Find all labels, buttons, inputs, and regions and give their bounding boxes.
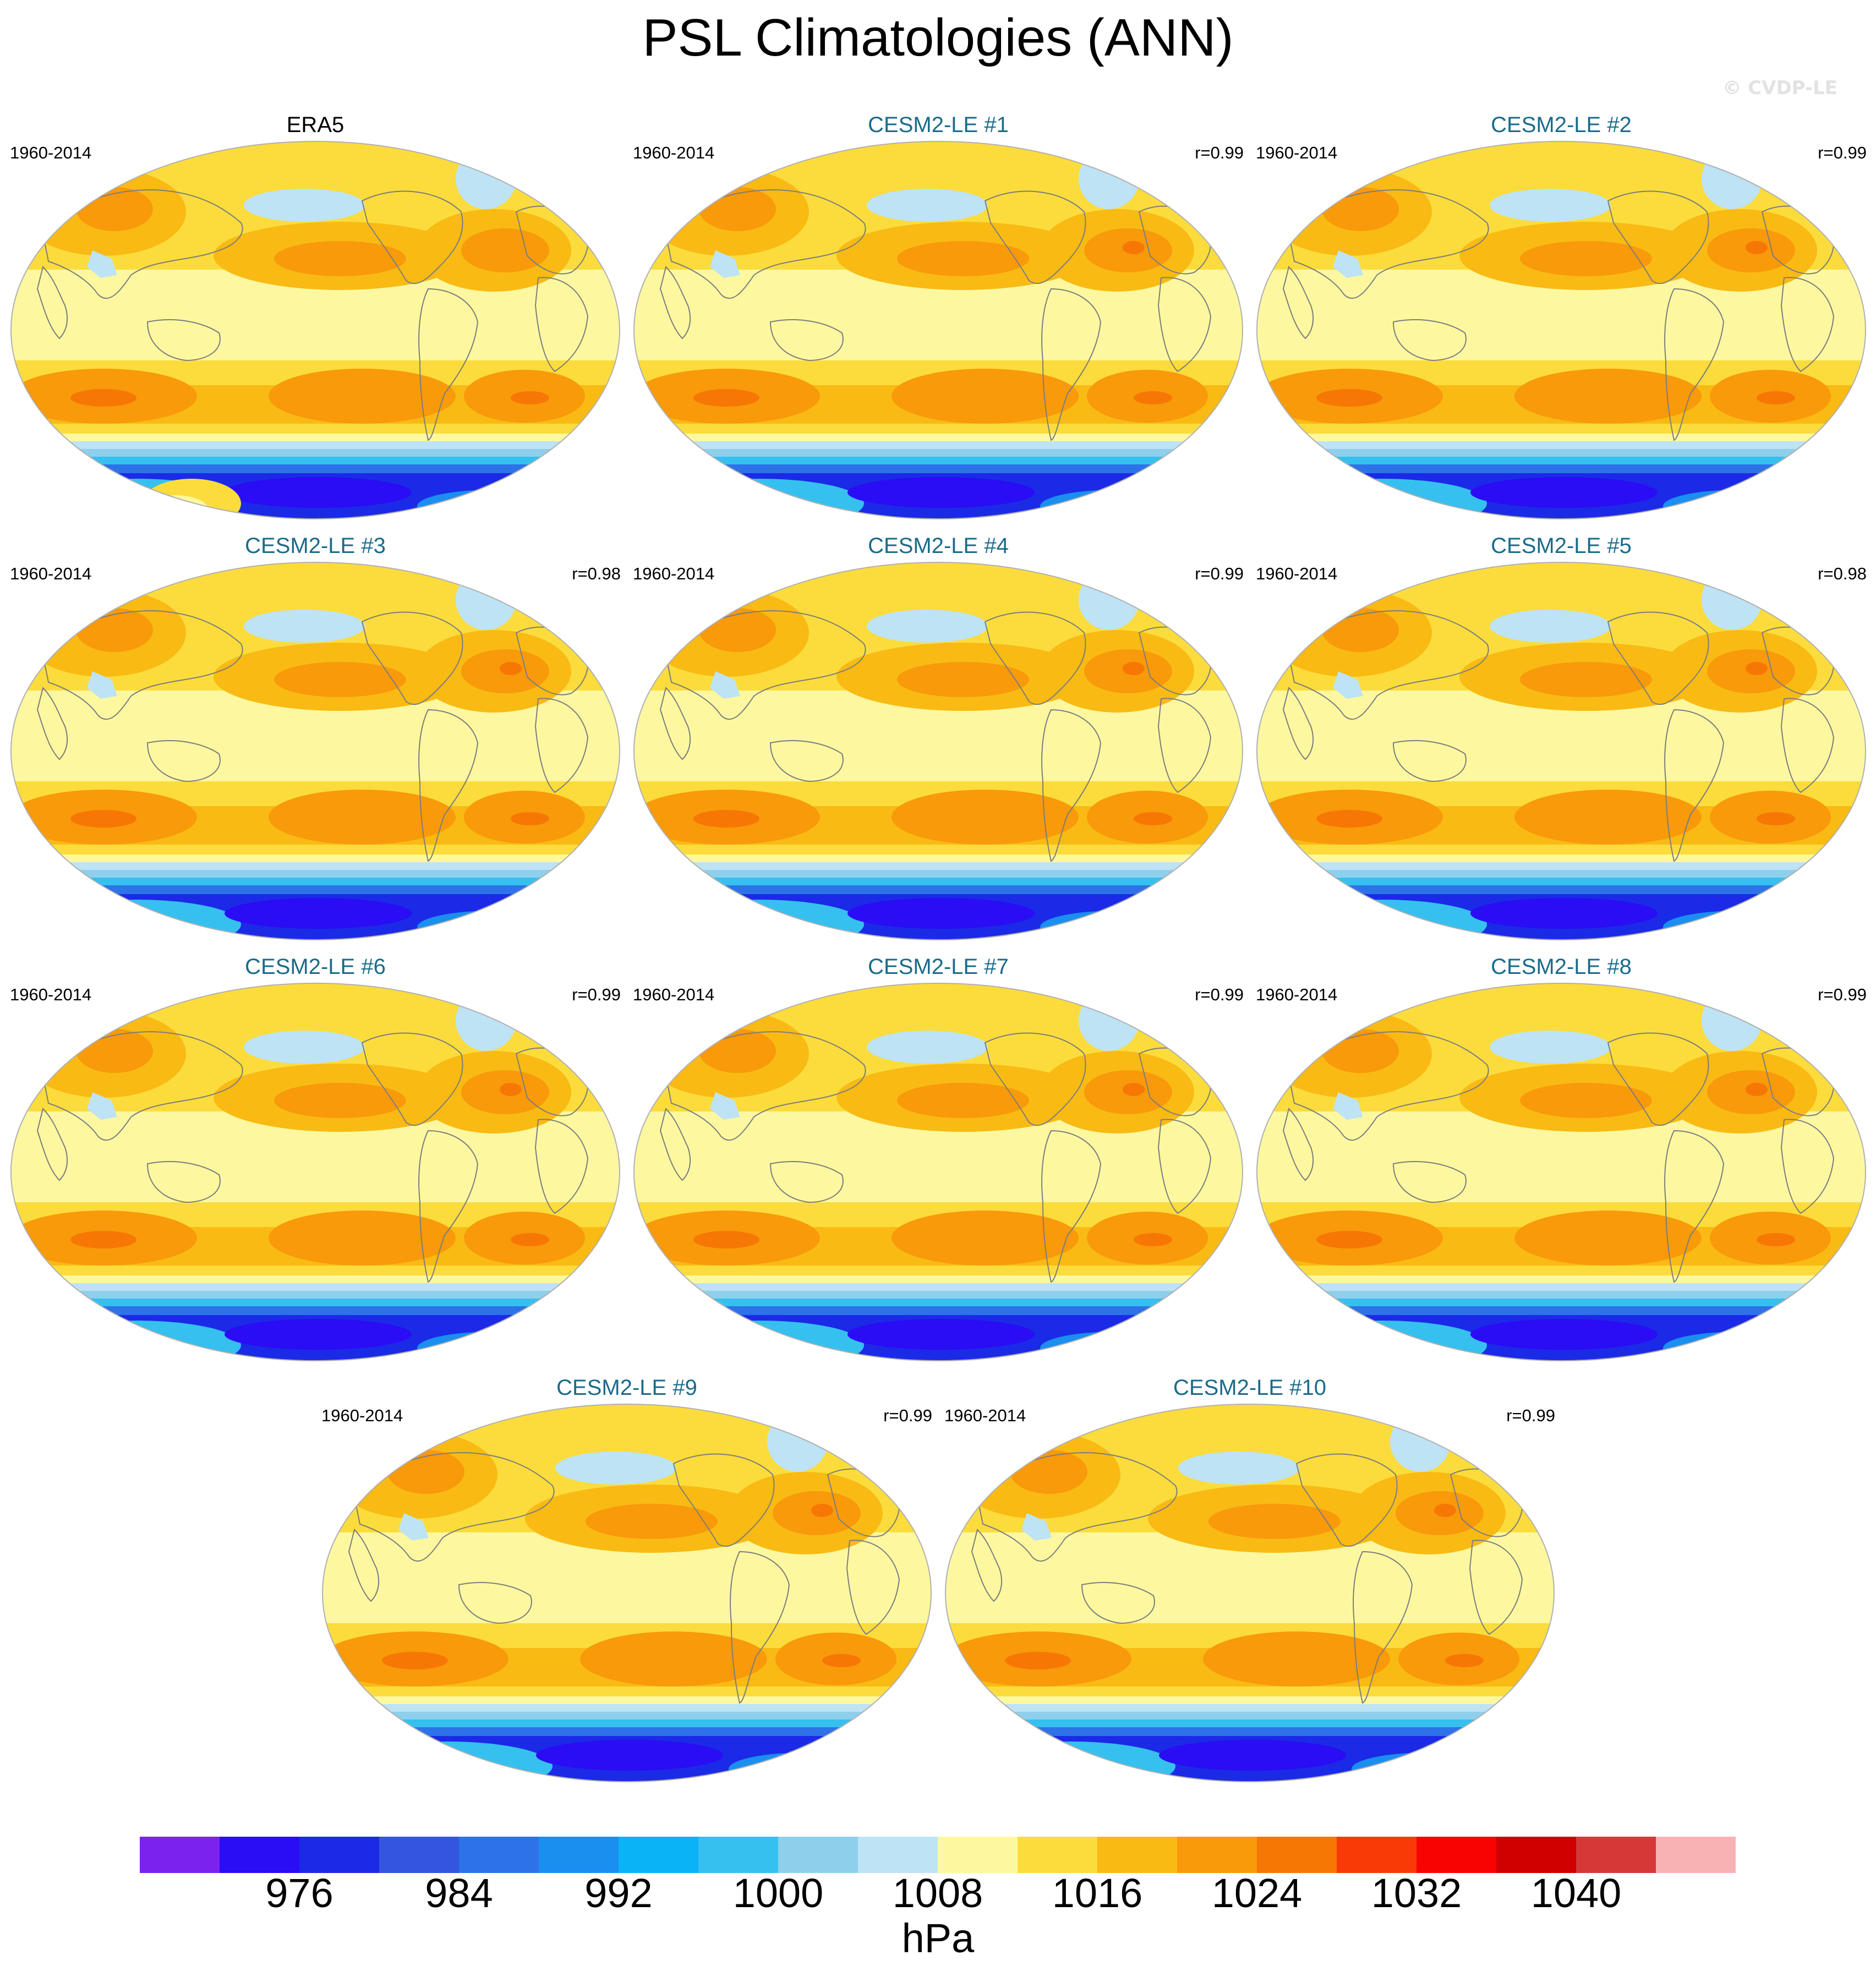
- panel-period: 1960-2014: [10, 143, 92, 162]
- panel-title: ERA5: [286, 113, 344, 137]
- colorbar-box: [1337, 1837, 1417, 1873]
- panel-correlation: r=0.99: [572, 985, 621, 1004]
- colorbar-box: [459, 1837, 539, 1873]
- colorbar-box: [938, 1837, 1018, 1873]
- colorbar-box: [698, 1837, 779, 1873]
- map-panel: CESM2-LE #3 1960-2014 r=0.98: [10, 534, 621, 940]
- panel-title: CESM2-LE #9: [556, 1376, 697, 1400]
- psl-map: [10, 983, 620, 1361]
- panel-title: CESM2-LE #1: [868, 113, 1009, 137]
- map-panel: CESM2-LE #10 1960-2014 r=0.99: [944, 1376, 1555, 1782]
- colorbar-box: [1496, 1837, 1577, 1873]
- psl-map: [633, 562, 1243, 940]
- panel-correlation: r=0.99: [1195, 985, 1244, 1004]
- panel-correlation: r=0.99: [1818, 143, 1867, 162]
- panel-correlation: r=0.99: [883, 1406, 932, 1425]
- panel-period: 1960-2014: [10, 564, 92, 583]
- map-panel: CESM2-LE #7 1960-2014 r=0.99: [633, 955, 1244, 1361]
- colorbar-tick-label: 1016: [1052, 1870, 1143, 1916]
- colorbar-units: hPa: [901, 1915, 975, 1961]
- panel-period: 1960-2014: [633, 985, 715, 1004]
- panel-title: CESM2-LE #5: [1491, 534, 1632, 558]
- panel-correlation: r=0.99: [1506, 1406, 1555, 1425]
- panel-title: CESM2-LE #10: [1173, 1376, 1326, 1400]
- map-panel: CESM2-LE #8 1960-2014 r=0.99: [1256, 955, 1867, 1361]
- map-panel: CESM2-LE #5 1960-2014 r=0.98: [1256, 534, 1867, 940]
- colorbar-tick-label: 1040: [1530, 1870, 1622, 1916]
- colorbar-tick-label: 984: [425, 1870, 493, 1916]
- psl-map: [1256, 983, 1866, 1361]
- panel-correlation: r=0.98: [1818, 564, 1867, 583]
- psl-map: [945, 1404, 1555, 1782]
- colorbar-box: [1097, 1837, 1178, 1873]
- map-panel: CESM2-LE #2 1960-2014 r=0.99: [1256, 113, 1867, 519]
- map-panel: CESM2-LE #4 1960-2014 r=0.99: [633, 534, 1244, 940]
- colorbar-box: [140, 1837, 220, 1873]
- colorbar-box: [619, 1837, 699, 1873]
- colorbar-box: [1257, 1837, 1337, 1873]
- colorbar-tick-label: 1032: [1371, 1870, 1462, 1916]
- map-panel: CESM2-LE #6 1960-2014 r=0.99: [10, 955, 621, 1361]
- panel-period: 1960-2014: [633, 143, 715, 162]
- colorbar-box: [1018, 1837, 1098, 1873]
- watermark: © CVDP-LE: [1722, 77, 1837, 99]
- figure-title: PSL Climatologies (ANN): [642, 8, 1234, 67]
- panel-correlation: r=0.99: [1818, 985, 1867, 1004]
- psl-map: [10, 562, 620, 940]
- colorbar-tick-label: 976: [265, 1870, 333, 1916]
- colorbar-box: [299, 1837, 380, 1873]
- colorbar-box: [778, 1837, 858, 1873]
- colorbar-box: [1576, 1837, 1656, 1873]
- colorbar-box: [1177, 1837, 1257, 1873]
- colorbar-box: [539, 1837, 619, 1873]
- psl-map: [633, 983, 1243, 1361]
- panel-correlation: r=0.99: [1195, 564, 1244, 583]
- panel-period: 1960-2014: [321, 1406, 403, 1425]
- colorbar-tick-label: 1000: [732, 1870, 824, 1916]
- colorbar-tick-label: 1024: [1211, 1870, 1303, 1916]
- panel-period: 1960-2014: [633, 564, 715, 583]
- panel-period: 1960-2014: [1256, 143, 1338, 162]
- panel-title: CESM2-LE #4: [868, 534, 1009, 558]
- panel-title: CESM2-LE #8: [1491, 955, 1632, 979]
- psl-map: [10, 141, 620, 519]
- panel-period: 1960-2014: [1256, 564, 1338, 583]
- map-panel: ERA5 1960-2014: [10, 113, 621, 519]
- colorbar-box: [220, 1837, 300, 1873]
- map-panel: CESM2-LE #9 1960-2014 r=0.99: [321, 1376, 932, 1782]
- psl-map: [322, 1404, 932, 1782]
- psl-map: [1256, 562, 1866, 940]
- panel-title: CESM2-LE #3: [245, 534, 386, 558]
- panel-title: CESM2-LE #2: [1491, 113, 1632, 137]
- panel-title: CESM2-LE #7: [868, 955, 1009, 979]
- colorbar-box: [1656, 1837, 1736, 1873]
- panel-correlation: r=0.98: [572, 564, 621, 583]
- colorbar-tick-label: 1008: [892, 1870, 983, 1916]
- colorbar-tick-label: 992: [584, 1870, 653, 1916]
- psl-map: [1256, 141, 1866, 519]
- colorbar-box: [1416, 1837, 1497, 1873]
- panel-period: 1960-2014: [944, 1406, 1026, 1425]
- psl-map: [633, 141, 1243, 519]
- colorbar-box: [379, 1837, 460, 1873]
- panel-period: 1960-2014: [10, 985, 92, 1004]
- colorbar-box: [858, 1837, 938, 1873]
- panel-period: 1960-2014: [1256, 985, 1338, 1004]
- colorbar: [140, 1837, 1736, 1873]
- map-panel: CESM2-LE #1 1960-2014 r=0.99: [633, 113, 1244, 519]
- panel-title: CESM2-LE #6: [245, 955, 386, 979]
- panel-correlation: r=0.99: [1195, 143, 1244, 162]
